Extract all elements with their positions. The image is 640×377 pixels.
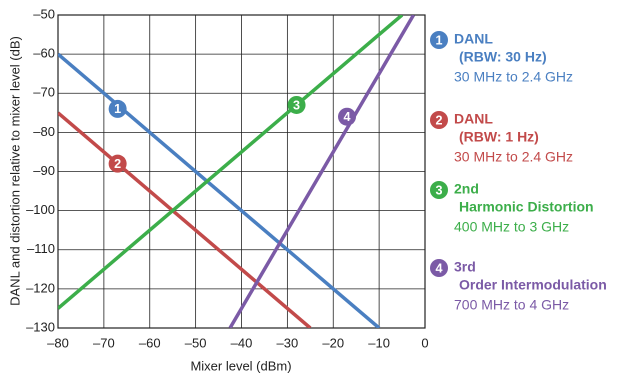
y-tick-label: –90: [33, 163, 55, 178]
legend-name: DANL: [454, 111, 493, 127]
plot-frame: [57, 14, 426, 329]
x-tick-label: –70: [93, 335, 115, 350]
legend-range: 30 MHz to 2.4 GHz: [454, 69, 573, 85]
legend-name: Harmonic Distortion: [459, 199, 594, 215]
series-line: [228, 15, 416, 328]
marker-label: 4: [344, 110, 351, 124]
legend-name: Order Intermodulation: [459, 277, 607, 293]
legend-range: 700 MHz to 4 GHz: [454, 297, 569, 313]
legend-name: DANL: [454, 31, 493, 47]
marker-label: 2: [114, 157, 121, 171]
marker-badge: [108, 154, 127, 173]
marker-label: 1: [435, 33, 442, 47]
x-tick-label: –50: [185, 335, 207, 350]
marker-label: 4: [435, 261, 442, 275]
marker-badge: [287, 95, 306, 114]
legend-name: (RBW: 30 Hz): [459, 49, 547, 65]
marker-label: 2: [435, 113, 442, 127]
legend-range: 30 MHz to 2.4 GHz: [454, 149, 573, 165]
legend-name: 3rd: [454, 259, 476, 275]
y-axis-label: DANL and distortion relative to mixer le…: [7, 36, 22, 306]
x-tick-label: –40: [231, 335, 253, 350]
marker-badge: [430, 31, 448, 49]
x-axis-label: Mixer level (dBm): [190, 358, 291, 373]
y-tick-label: –80: [33, 124, 55, 139]
x-tick-label: –60: [139, 335, 161, 350]
x-tick-label: –80: [47, 335, 69, 350]
y-tick-label: –60: [33, 46, 55, 61]
y-tick-label: –110: [27, 241, 55, 256]
x-tick-label: 0: [421, 335, 428, 350]
x-tick-label: –30: [277, 335, 299, 350]
series-line: [58, 15, 404, 310]
y-tick-label: –130: [26, 319, 55, 334]
y-tick-label: –50: [33, 6, 55, 21]
marker-label: 1: [114, 102, 121, 116]
marker-badge: [430, 259, 448, 277]
legend-name: (RBW: 1 Hz): [459, 129, 539, 145]
x-tick-label: –20: [322, 335, 344, 350]
marker-label: 3: [435, 183, 442, 197]
y-tick-label: –100: [26, 202, 55, 217]
legend-range: 400 MHz to 3 GHz: [454, 219, 569, 235]
marker-label: 3: [293, 98, 300, 112]
series-line: [58, 111, 312, 328]
marker-badge: [108, 99, 127, 118]
marker-badge: [430, 181, 448, 199]
y-tick-label: –70: [33, 85, 55, 100]
series-line: [58, 52, 381, 328]
legend-name: 2nd: [454, 181, 479, 197]
x-tick-label: –10: [368, 335, 390, 350]
marker-badge: [338, 107, 357, 126]
y-tick-label: –120: [26, 280, 55, 295]
marker-badge: [430, 111, 448, 129]
